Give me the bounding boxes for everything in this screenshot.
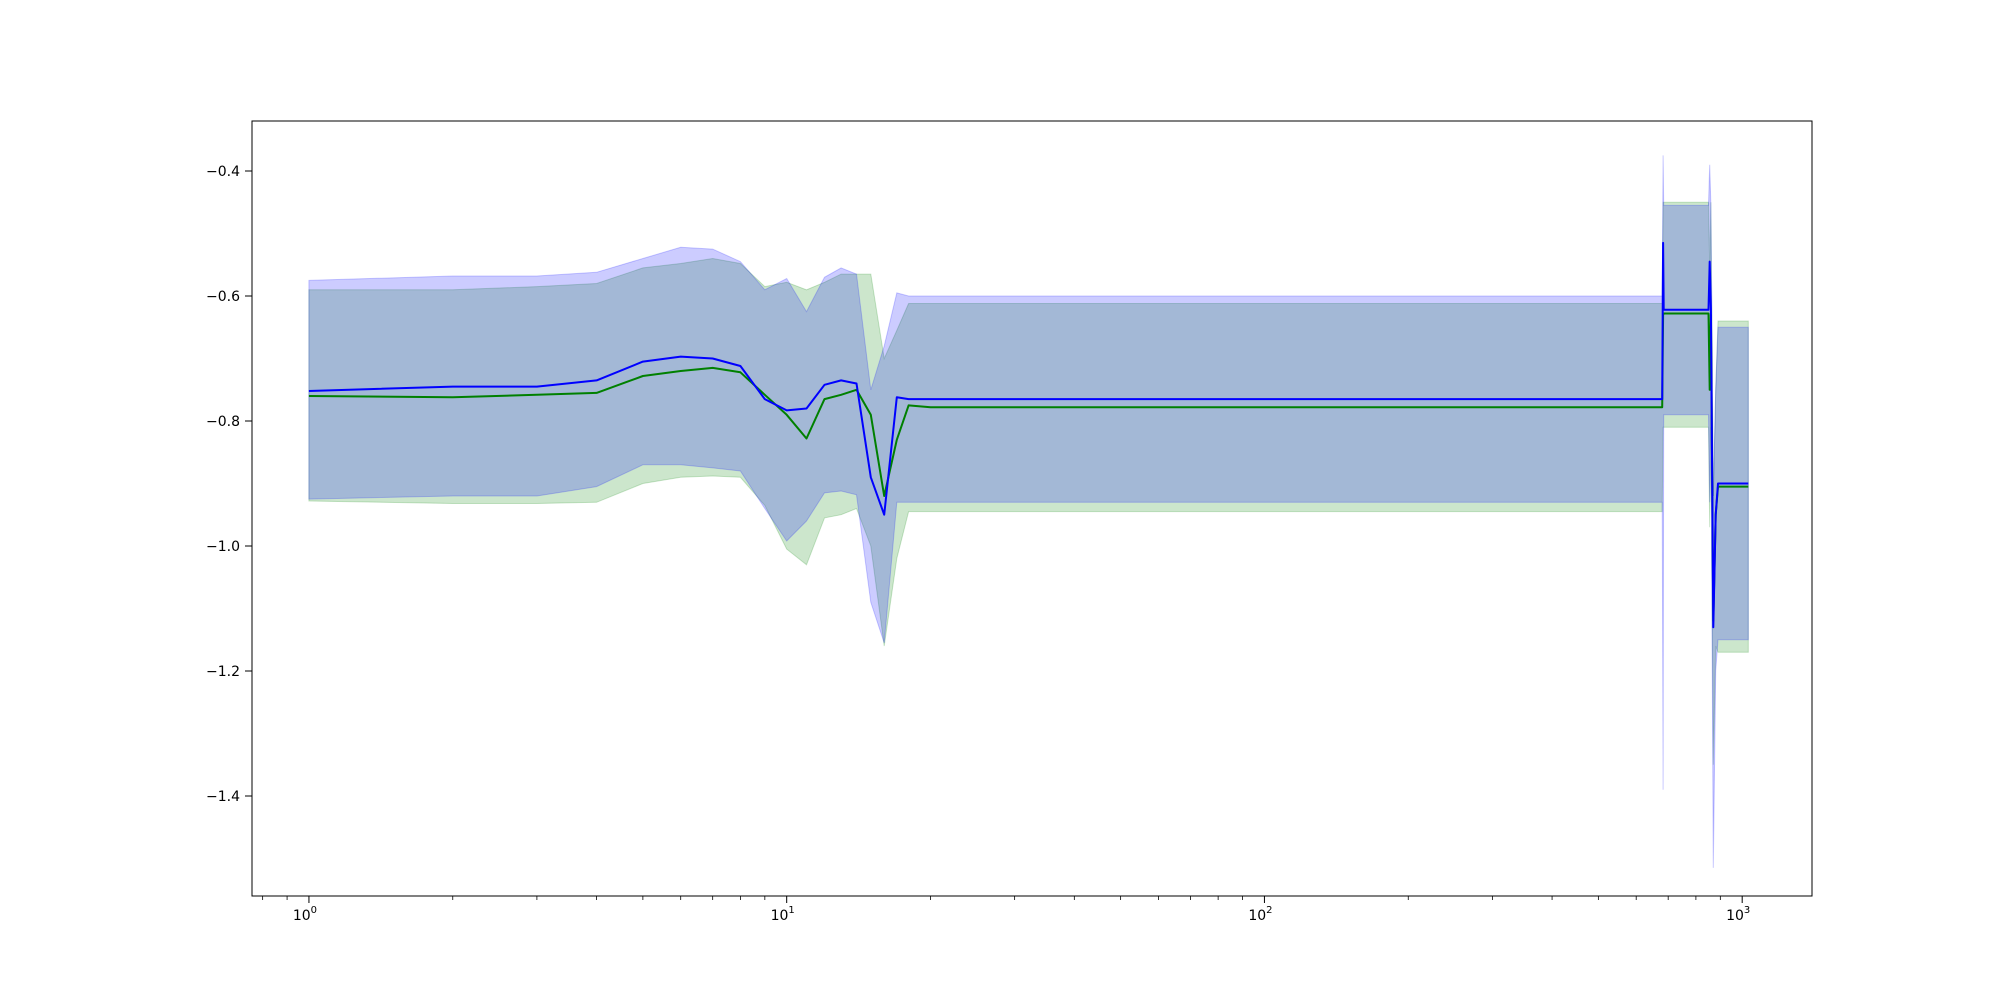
series-1-band (308, 155, 1749, 868)
y-tick-label: −0.8 (206, 414, 240, 430)
y-tick-label: −1.0 (206, 539, 240, 555)
x-tick-label: 101 (771, 905, 795, 924)
x-tick-exponent: 3 (1744, 905, 1750, 916)
y-tick-label: −1.2 (206, 664, 240, 680)
series-1-line (308, 241, 1749, 629)
y-tick-label: −1.4 (206, 789, 240, 805)
plot-frame (251, 120, 1813, 897)
x-tick-exponent: 2 (1266, 905, 1272, 916)
y-tick-label: −0.6 (206, 289, 240, 305)
y-tick-label: −0.4 (206, 164, 240, 180)
x-tick-exponent: 0 (311, 905, 317, 916)
x-tick-label: 103 (1726, 905, 1750, 924)
confidence-bands (308, 155, 1749, 868)
y-axis: −0.4 −0.6 −0.8 −1.0 −1.2 −1.4 (206, 164, 252, 805)
x-tick-label: 102 (1248, 905, 1272, 924)
x-tick-exponent: 1 (788, 905, 794, 916)
series-lines (308, 241, 1749, 629)
x-tick-label: 100 (293, 905, 317, 924)
x-axis: 100 101 102 103 (262, 896, 1750, 924)
series-0-band (308, 201, 1749, 765)
